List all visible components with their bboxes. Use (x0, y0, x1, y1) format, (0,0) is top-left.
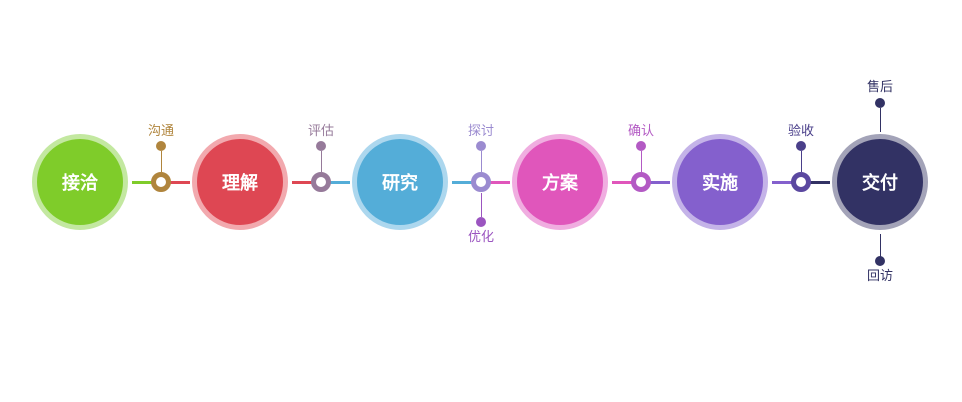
callout-line (641, 151, 642, 172)
connector-line-left (292, 181, 314, 184)
callout-label: 评估 (307, 124, 334, 139)
connector-line-right (488, 181, 510, 184)
callout-label: 回访 (866, 269, 893, 284)
callout-line (801, 151, 802, 172)
callout-dot (316, 141, 326, 151)
step-circle: 研究 (352, 134, 448, 230)
connector-line-right (808, 181, 830, 184)
callout-dot (875, 98, 885, 108)
connector-line-right (648, 181, 670, 184)
step-circle: 交付 (832, 134, 928, 230)
connector-line-right (328, 181, 350, 184)
callout-line (880, 108, 881, 132)
connector-node (311, 172, 331, 192)
step-circle: 方案 (512, 134, 608, 230)
connector-line-left (612, 181, 634, 184)
callout-dot (476, 217, 486, 227)
callout-line (321, 151, 322, 172)
connector-node (791, 172, 811, 192)
connector-node (631, 172, 651, 192)
step-circle: 理解 (192, 134, 288, 230)
connector-line-right (168, 181, 190, 184)
callout-dot (875, 256, 885, 266)
callout-label: 沟通 (147, 124, 174, 139)
callout-line (880, 234, 881, 258)
callout-line (481, 193, 482, 217)
callout-line (481, 151, 482, 172)
callout-dot (636, 141, 646, 151)
connector-line-left (772, 181, 794, 184)
step-circle: 实施 (672, 134, 768, 230)
step-circle: 接洽 (32, 134, 128, 230)
connector-line-left (452, 181, 474, 184)
callout-dot (156, 141, 166, 151)
connector-node (471, 172, 491, 192)
callout-dot (476, 141, 486, 151)
connector-line-left (132, 181, 154, 184)
connector-node (151, 172, 171, 192)
callout-dot (796, 141, 806, 151)
callout-label: 探讨 (467, 124, 494, 139)
callout-label: 验收 (787, 124, 814, 139)
callout-label: 售后 (866, 80, 893, 95)
callout-line (161, 151, 162, 172)
callout-label: 确认 (627, 124, 654, 139)
callout-label: 优化 (467, 230, 494, 245)
